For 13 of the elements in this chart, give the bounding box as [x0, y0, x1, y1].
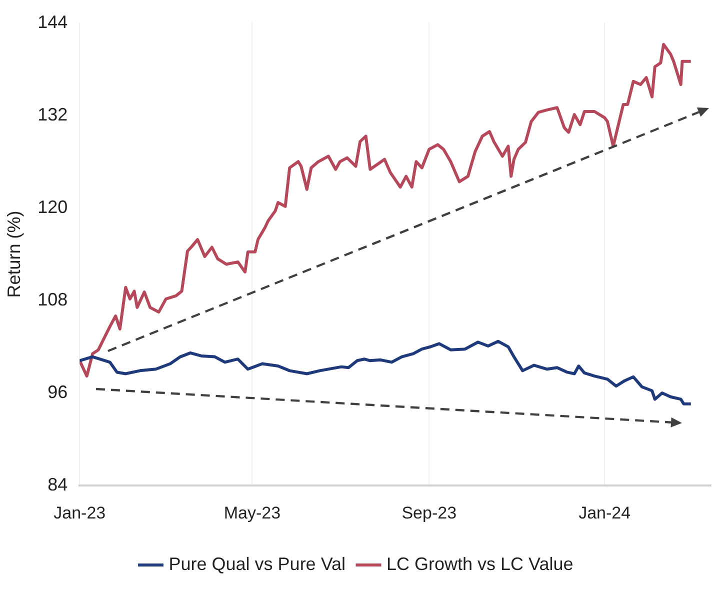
y-tick-label: 84	[48, 474, 68, 495]
y-axis-title: Return (%)	[4, 210, 24, 298]
x-tick-label: May-23	[224, 503, 281, 522]
y-tick-label: 120	[38, 196, 68, 217]
legend-label: Pure Qual vs Pure Val	[168, 554, 346, 574]
y-tick-label: 144	[38, 12, 68, 32]
legend-label: LC Growth vs LC Value	[386, 554, 574, 574]
y-tick-label: 108	[38, 289, 68, 310]
x-tick-label: Jan-24	[578, 503, 631, 522]
y-tick-label: 132	[38, 104, 68, 124]
x-tick-label: Jan-23	[54, 503, 106, 522]
y-tick-label: 96	[48, 382, 68, 402]
x-tick-label: Sep-23	[402, 503, 457, 522]
